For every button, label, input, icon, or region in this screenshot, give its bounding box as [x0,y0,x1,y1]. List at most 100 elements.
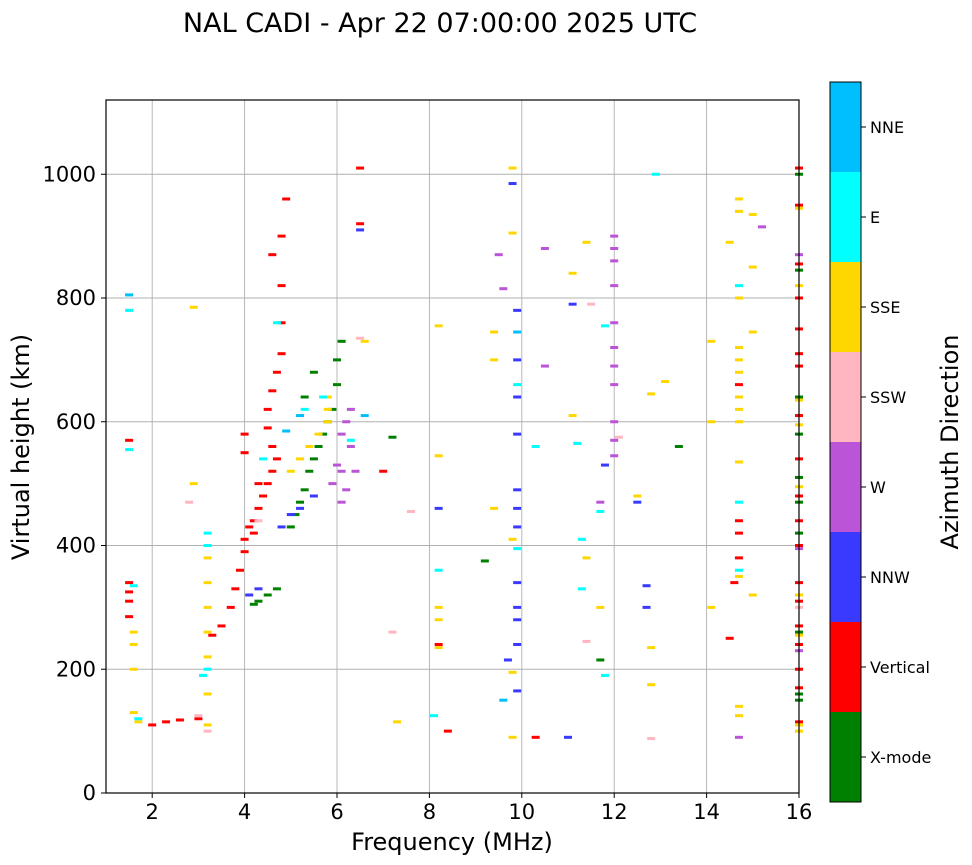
point-e [259,457,268,461]
point-sse [203,581,212,585]
point-e [300,407,309,411]
point-w [351,469,360,473]
point-vertical [194,717,203,721]
point-e [734,568,743,572]
point-sse [647,646,656,650]
point-nne [513,330,522,334]
point-nne [296,414,305,418]
colorbar-segment [830,442,861,532]
point-nnw [513,395,522,399]
point-x-mode [309,457,318,461]
point-sse [748,212,757,216]
point-nnw [245,593,254,597]
point-w [346,445,355,448]
point-x-mode [305,469,314,473]
point-vertical [734,519,743,523]
point-nnw [513,643,522,646]
point-e [577,537,586,541]
point-vertical [268,253,277,257]
colorbar-tick-label: SSW [870,388,906,407]
point-sse [286,469,295,473]
point-vertical [263,426,272,430]
point-e [203,544,212,547]
point-sse [647,683,656,687]
point-sse [734,714,743,718]
point-sse [203,723,212,727]
point-w [342,420,351,424]
point-e [531,445,540,448]
x-tick-label: 6 [330,800,343,824]
point-e [125,308,134,312]
point-w [610,454,619,458]
point-vertical [725,636,734,640]
point-sse [734,370,743,374]
colorbar-tick-label: W [870,478,886,497]
point-x-mode [296,500,305,504]
point-nnw [513,618,522,622]
point-w [328,482,337,486]
point-w [499,287,508,291]
point-e [573,441,582,445]
point-e [600,324,609,328]
point-sse [734,209,743,213]
point-nnw [564,735,572,739]
point-sse [734,407,743,411]
point-ssw [254,519,263,523]
point-vertical [277,321,286,325]
point-sse [582,556,591,560]
y-axis-label: Virtual height (km) [7,334,35,560]
point-e [203,531,212,535]
point-sse [129,667,138,671]
point-sse [323,395,332,399]
point-sse [725,240,734,244]
point-vertical [240,537,249,541]
point-vertical [125,581,134,585]
point-nnw [503,658,512,662]
point-w [333,463,341,467]
point-ssw [582,639,591,643]
point-w [610,234,619,238]
point-x-mode [263,593,272,597]
point-ssw [647,737,656,741]
point-vertical [734,383,743,387]
point-sse [434,618,443,622]
point-w [610,383,619,387]
point-sse [568,414,577,418]
point-ssw [614,435,623,439]
colorbar-segment [830,82,861,172]
colorbar-tick-label: E [870,208,880,227]
point-e [596,509,605,513]
point-nnw [277,525,286,529]
point-w [610,420,619,424]
point-vertical [734,531,743,535]
point-sse [661,380,670,384]
colorbar-frame [829,81,862,803]
point-e [513,547,522,551]
point-w [337,500,346,504]
point-sse [434,605,443,609]
point-w [346,407,355,411]
point-sse [360,339,369,343]
point-e [734,284,743,288]
point-vertical [277,352,286,356]
point-vertical [125,615,134,619]
colorbar-tick-label: X-mode [870,748,931,767]
point-vertical [272,370,281,374]
point-w [596,500,605,504]
point-x-mode [333,383,341,387]
point-e [513,383,522,387]
x-tick-label: 2 [146,800,159,824]
point-ssw [203,729,212,733]
point-w [337,469,346,473]
point-vertical [268,445,277,448]
point-w [610,346,619,349]
point-vertical [531,735,540,739]
point-e [199,673,208,677]
point-w [540,364,549,368]
point-sse [748,593,757,597]
point-vertical [254,482,263,486]
point-w [342,488,351,492]
point-vertical [208,633,217,637]
x-tick-label: 10 [508,800,535,824]
